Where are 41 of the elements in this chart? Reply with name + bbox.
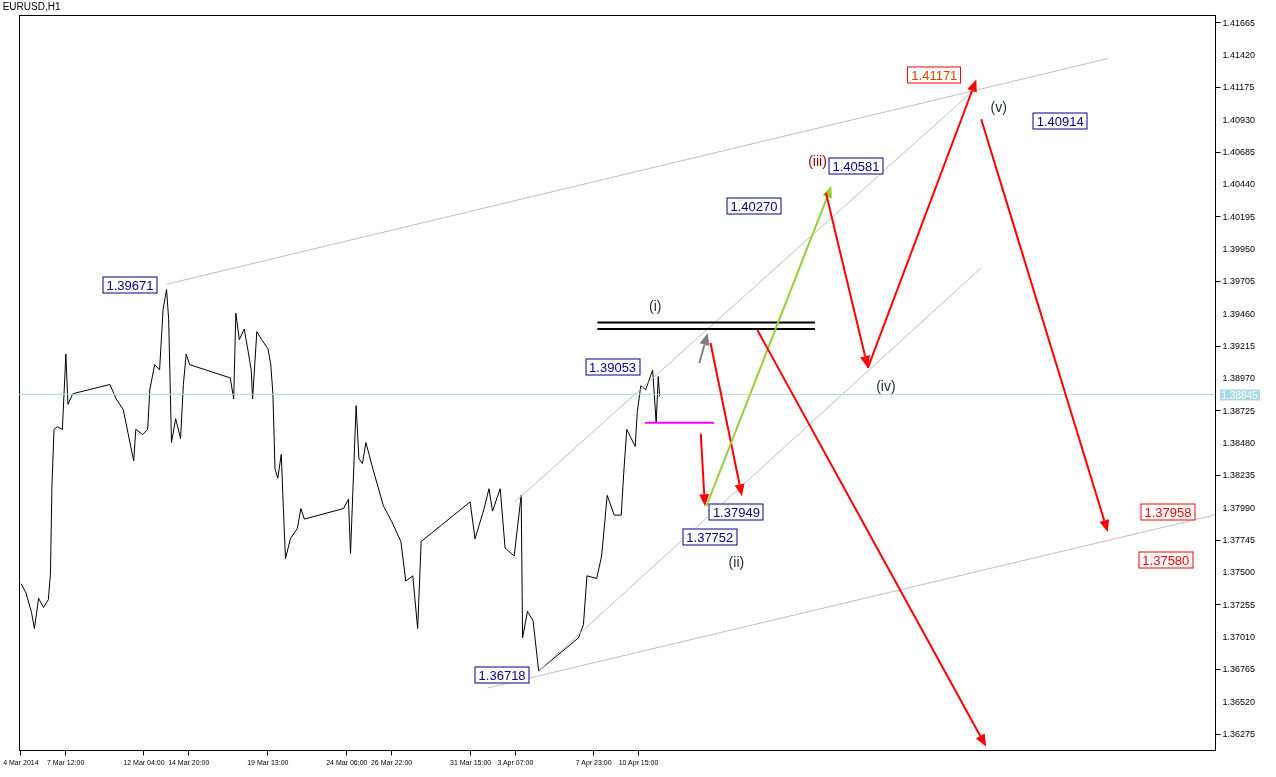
y-tick-label: 1.37255 (1222, 599, 1256, 610)
y-tick-label: 1.38970 (1222, 373, 1256, 384)
annotation: 1.39053 (585, 358, 641, 375)
annotation: (iii) (808, 152, 827, 169)
annotation: 1.36718 (474, 666, 530, 684)
annotation: 1.40914 (1032, 112, 1088, 130)
annotation: 1.41171 (907, 66, 962, 84)
y-tick-label: 1.39460 (1222, 308, 1256, 319)
y-tick-label: 1.40195 (1222, 211, 1256, 222)
annotation: (i) (649, 297, 662, 314)
ref-line-label: 1.38845 (1219, 389, 1260, 401)
y-tick-label: 1.41175 (1222, 82, 1255, 93)
y-tick-label: 1.37010 (1222, 632, 1256, 643)
annotation: (ii) (728, 553, 745, 570)
annotation: 1.40581 (828, 157, 884, 175)
y-tick-label: 1.39215 (1222, 341, 1256, 352)
y-tick-label: 1.37990 (1222, 502, 1256, 513)
y-tick-label: 1.37500 (1222, 567, 1256, 578)
y-tick-label: 1.41665 (1222, 17, 1256, 28)
y-tick-label: 1.36520 (1222, 696, 1256, 707)
annotation: 1.39671 (102, 276, 158, 294)
y-tick-label: 1.40930 (1222, 114, 1256, 125)
annotation: 1.37752 (682, 528, 738, 546)
y-tick-label: 1.40685 (1222, 147, 1256, 158)
annotation: 1.37958 (1140, 503, 1196, 521)
y-tick-label: 1.36275 (1222, 729, 1256, 740)
y-tick-label: 1.38235 (1222, 470, 1256, 481)
y-tick-label: 1.39950 (1222, 244, 1256, 255)
y-tick-label: 1.36765 (1222, 664, 1256, 675)
y-tick-label: 1.41420 (1222, 50, 1256, 61)
y-tick-label: 1.39705 (1222, 276, 1256, 287)
y-tick-label: 1.38725 (1222, 405, 1256, 416)
y-tick-label: 1.40440 (1222, 179, 1256, 190)
y-tick-label: 1.37745 (1222, 535, 1256, 546)
annotation: 1.37949 (708, 503, 764, 521)
annotation: (v) (990, 98, 1007, 115)
annotation: 1.40270 (726, 197, 782, 215)
chart-title: EURUSD,H1 (2, 1, 61, 12)
y-tick-label: 1.38480 (1222, 438, 1256, 449)
annotation: (iv) (876, 377, 896, 394)
annotation: 1.37580 (1138, 551, 1194, 569)
